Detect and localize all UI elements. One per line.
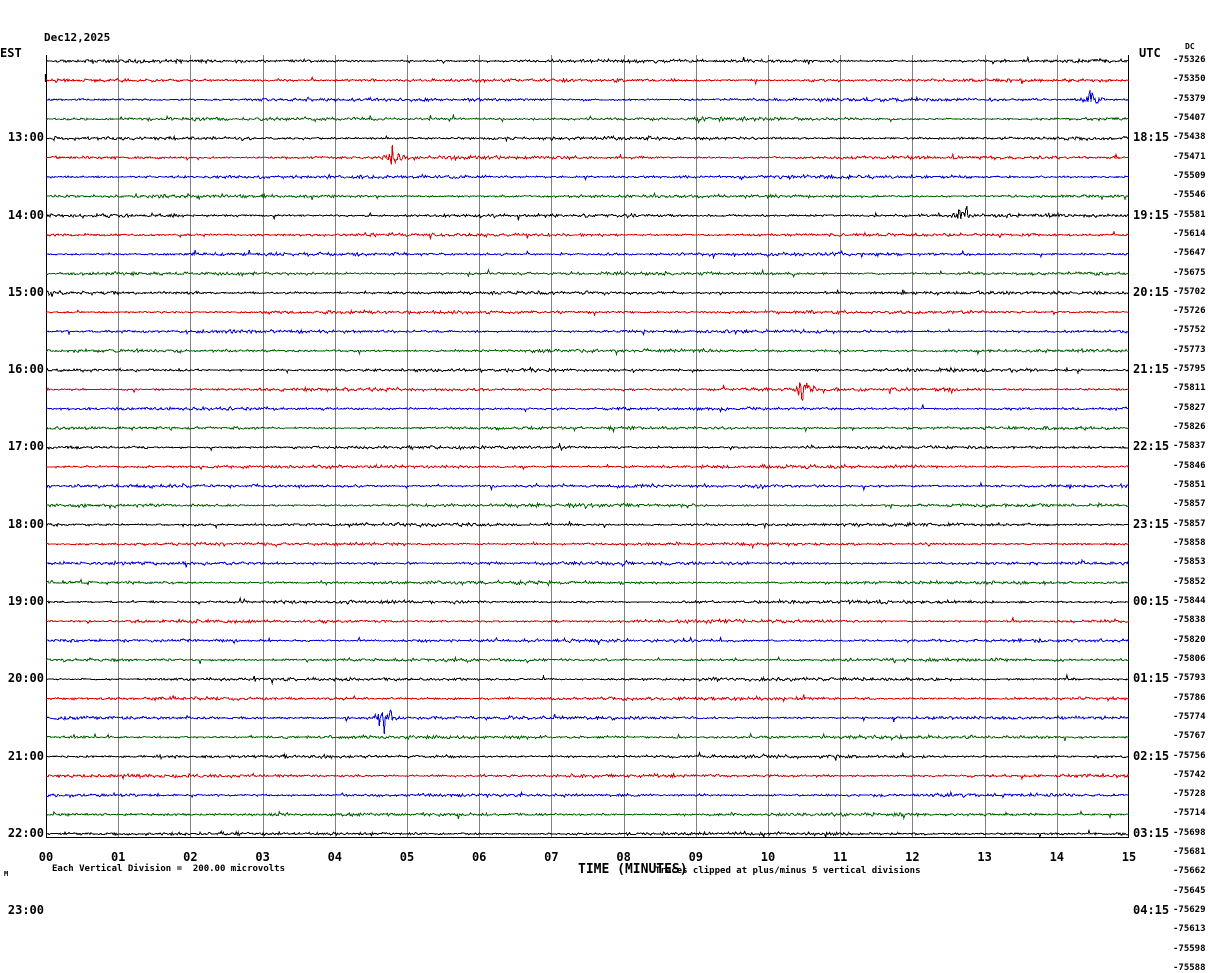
x-tick-02: 02 bbox=[183, 850, 198, 864]
left-time-label-1600: 16:00 bbox=[7, 362, 44, 377]
left-time-label-2200: 22:00 bbox=[7, 825, 44, 840]
dc-value: -75752 bbox=[1173, 325, 1206, 336]
dc-column-label: DC bbox=[1185, 42, 1195, 51]
dc-value: -75767 bbox=[1173, 731, 1206, 742]
dc-value: -75613 bbox=[1173, 924, 1206, 935]
dc-value: -75326 bbox=[1173, 55, 1206, 65]
x-tick-05: 05 bbox=[399, 850, 415, 864]
dc-value: -75714 bbox=[1173, 808, 1206, 819]
dc-value: -75581 bbox=[1173, 209, 1206, 220]
dc-value: -75811 bbox=[1173, 383, 1206, 394]
dc-value: -75438 bbox=[1173, 132, 1206, 143]
x-tick-09: 09 bbox=[688, 850, 704, 864]
dc-value: -75742 bbox=[1173, 769, 1206, 780]
dc-value: -75702 bbox=[1173, 286, 1206, 297]
right-time-label-1815: 18:15 bbox=[1133, 130, 1170, 145]
dc-value: -75774 bbox=[1173, 711, 1206, 722]
right-time-label-0315: 03:15 bbox=[1133, 825, 1170, 840]
left-time-label-2100: 21:00 bbox=[7, 748, 44, 763]
dc-value: -75629 bbox=[1173, 905, 1206, 916]
dc-value: -75698 bbox=[1173, 827, 1206, 838]
left-time-label-1900: 19:00 bbox=[7, 593, 44, 608]
scale-note: Each Vertical Division = 200.00 microvol… bbox=[52, 864, 285, 874]
dc-value: -75826 bbox=[1173, 422, 1206, 433]
x-tick-06: 06 bbox=[471, 850, 487, 864]
clip-note: Traces clipped at plus/minus 5 vertical … bbox=[655, 866, 921, 876]
dc-value: -75728 bbox=[1173, 789, 1206, 800]
right-time-label-0015: 00:15 bbox=[1133, 593, 1170, 608]
dc-value: -75858 bbox=[1173, 538, 1206, 548]
left-time-label-1700: 17:00 bbox=[7, 439, 44, 454]
x-tick-15: 15 bbox=[1121, 850, 1137, 864]
dc-value: -75837 bbox=[1173, 441, 1206, 452]
seismogram-plot bbox=[46, 55, 1129, 838]
left-time-label-2000: 20:00 bbox=[7, 671, 44, 686]
right-time-label-0115: 01:15 bbox=[1133, 671, 1170, 686]
x-tick-11: 11 bbox=[832, 850, 848, 864]
x-tick-14: 14 bbox=[1049, 850, 1065, 864]
right-time-label-2115: 21:15 bbox=[1133, 362, 1170, 377]
dc-value: -75598 bbox=[1173, 943, 1206, 954]
x-tick-13: 13 bbox=[977, 850, 992, 864]
left-time-label-1400: 14:00 bbox=[7, 207, 44, 222]
x-tick-12: 12 bbox=[905, 850, 920, 864]
dc-value: -75675 bbox=[1173, 267, 1206, 278]
seismogram-canvas bbox=[46, 55, 1129, 838]
dc-value: -75806 bbox=[1173, 653, 1206, 664]
dc-value: -75852 bbox=[1173, 576, 1206, 587]
left-timezone-label: EST bbox=[0, 46, 22, 60]
dc-value: -75350 bbox=[1173, 74, 1206, 85]
dc-value: -75827 bbox=[1173, 402, 1206, 413]
dc-value: -75726 bbox=[1173, 306, 1206, 317]
dc-value: -75407 bbox=[1173, 112, 1206, 123]
corner-mark: M bbox=[4, 870, 9, 878]
dc-value: -75681 bbox=[1173, 847, 1206, 858]
dc-value: -75773 bbox=[1173, 344, 1206, 355]
right-time-label-2315: 23:15 bbox=[1133, 516, 1170, 531]
dc-value: -75844 bbox=[1173, 595, 1206, 606]
dc-value: -75853 bbox=[1173, 557, 1206, 568]
dc-value: -75756 bbox=[1173, 750, 1206, 761]
x-tick-07: 07 bbox=[544, 850, 559, 864]
x-tick-03: 03 bbox=[255, 850, 270, 864]
dc-value: -75851 bbox=[1173, 480, 1206, 491]
header-date: Dec12,2025 bbox=[44, 31, 111, 44]
left-time-label-1500: 15:00 bbox=[7, 284, 44, 299]
dc-value: -75379 bbox=[1173, 93, 1206, 104]
dc-value: -75786 bbox=[1173, 692, 1206, 703]
dc-value: -75509 bbox=[1173, 170, 1206, 181]
dc-value: -75471 bbox=[1173, 151, 1206, 162]
right-time-label-0215: 02:15 bbox=[1133, 748, 1170, 763]
dc-value: -75857 bbox=[1173, 499, 1206, 510]
right-time-label-2015: 20:15 bbox=[1133, 284, 1170, 299]
left-time-label-2300: 23:00 bbox=[7, 903, 44, 918]
x-tick-01: 01 bbox=[110, 850, 126, 864]
right-time-label-1915: 19:15 bbox=[1133, 207, 1170, 222]
dc-value: -75546 bbox=[1173, 190, 1206, 201]
dc-value: -75857 bbox=[1173, 518, 1206, 529]
right-timezone-label: UTC bbox=[1139, 46, 1161, 60]
left-time-label-1300: 13:00 bbox=[7, 130, 44, 145]
dc-value: -75647 bbox=[1173, 248, 1206, 259]
left-time-label-1800: 18:00 bbox=[7, 516, 44, 531]
x-tick-10: 10 bbox=[760, 850, 776, 864]
right-time-label-0415: 04:15 bbox=[1133, 903, 1170, 918]
dc-value: -75645 bbox=[1173, 885, 1206, 896]
x-axis-title: TIME (MINUTES) bbox=[578, 862, 688, 877]
dc-value: -75588 bbox=[1173, 963, 1206, 973]
dc-value: -75838 bbox=[1173, 615, 1206, 626]
dc-value: -75793 bbox=[1173, 673, 1206, 684]
x-tick-08: 08 bbox=[616, 850, 631, 864]
right-time-label-2215: 22:15 bbox=[1133, 439, 1170, 454]
x-tick-00: 00 bbox=[38, 850, 54, 864]
dc-value: -75795 bbox=[1173, 364, 1206, 375]
dc-value: -75614 bbox=[1173, 228, 1206, 239]
dc-value: -75846 bbox=[1173, 460, 1206, 471]
x-tick-04: 04 bbox=[327, 850, 343, 864]
dc-value: -75662 bbox=[1173, 866, 1206, 877]
dc-value: -75820 bbox=[1173, 634, 1206, 645]
